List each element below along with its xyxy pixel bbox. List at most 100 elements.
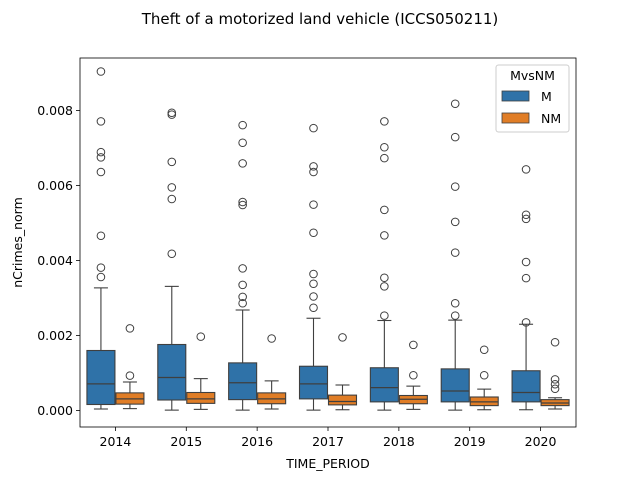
outlier-point xyxy=(309,162,318,171)
y-tick-label: 0.004 xyxy=(37,253,73,268)
outlier-point xyxy=(380,117,389,126)
outlier-point xyxy=(309,200,318,209)
outlier-point xyxy=(450,217,460,227)
outlier-point xyxy=(238,197,247,207)
outlier-point xyxy=(96,167,106,177)
outlier-point xyxy=(309,303,318,313)
box-m-2018 xyxy=(369,367,399,403)
outlier-point xyxy=(96,153,106,162)
outlier-point xyxy=(267,334,276,343)
x-tick-label: 2017 xyxy=(312,434,344,449)
outlier-point xyxy=(380,205,389,215)
outlier-point xyxy=(450,248,460,257)
legend-title: MvsNM xyxy=(510,68,555,83)
outlier-point xyxy=(380,231,389,240)
outlier-point xyxy=(96,147,106,157)
chart-title: Theft of a motorized land vehicle (ICCS0… xyxy=(141,10,499,28)
outlier-point xyxy=(380,282,389,291)
plot-area xyxy=(86,67,570,411)
outlier-point xyxy=(550,375,560,384)
legend-swatch-m xyxy=(501,90,530,102)
outlier-point xyxy=(238,159,247,168)
outlier-point xyxy=(238,120,247,130)
outlier-point xyxy=(309,269,318,279)
outlier-point xyxy=(479,345,489,355)
outlier-point xyxy=(309,228,318,238)
box-m-2019 xyxy=(440,368,470,403)
box-nm-2015 xyxy=(186,391,216,404)
legend-label-m: M xyxy=(541,89,552,104)
outlier-point xyxy=(238,200,247,210)
outlier-point xyxy=(167,110,177,119)
outlier-point xyxy=(521,318,531,327)
x-tick-label: 2018 xyxy=(383,434,415,449)
outlier-point xyxy=(167,194,177,204)
y-tick-label: 0.000 xyxy=(37,403,73,418)
y-axis: 0.000 0.002 0.004 0.006 0.008 xyxy=(37,103,80,418)
outlier-point xyxy=(450,99,460,109)
outlier-point xyxy=(380,273,389,283)
outlier-point xyxy=(125,371,135,380)
outlier-point xyxy=(521,273,531,283)
outlier-point xyxy=(309,123,318,133)
outlier-point xyxy=(238,298,247,308)
outlier-point xyxy=(125,324,135,333)
outlier-point xyxy=(238,292,247,302)
outlier-point xyxy=(338,333,347,342)
outlier-point xyxy=(309,167,318,177)
outlier-point xyxy=(167,108,177,118)
outlier-point xyxy=(521,214,531,224)
outlier-point xyxy=(238,280,247,290)
outlier-point xyxy=(309,292,318,301)
legend-swatch-nm xyxy=(501,112,530,124)
outlier-point xyxy=(167,183,177,192)
box-m-2016 xyxy=(228,362,258,401)
x-tick-label: 2020 xyxy=(525,434,557,449)
outlier-point xyxy=(450,311,460,320)
outlier-point xyxy=(96,231,106,241)
outlier-point xyxy=(96,272,106,282)
box-m-2020 xyxy=(511,370,541,403)
y-tick-label: 0.008 xyxy=(37,103,73,118)
x-tick-label: 2014 xyxy=(100,434,132,449)
outlier-point xyxy=(96,117,106,126)
outlier-point xyxy=(238,138,247,148)
box-m-2015 xyxy=(157,343,187,401)
outlier-point xyxy=(409,340,418,350)
box-m-2014 xyxy=(86,349,116,406)
outlier-point xyxy=(521,165,531,174)
x-tick-label: 2016 xyxy=(241,434,273,449)
outlier-point xyxy=(550,379,560,389)
x-axis-label: TIME_PERIOD xyxy=(285,456,370,471)
y-tick-label: 0.002 xyxy=(37,328,73,343)
outlier-point xyxy=(550,384,560,394)
outlier-point xyxy=(196,332,206,341)
outlier-point xyxy=(450,298,460,308)
outlier-point xyxy=(450,182,460,191)
outlier-point xyxy=(521,257,531,267)
outlier-point xyxy=(238,264,247,273)
x-tick-label: 2015 xyxy=(170,434,202,449)
y-tick-label: 0.006 xyxy=(37,178,73,193)
outlier-point xyxy=(167,249,177,259)
outlier-point xyxy=(479,370,489,380)
outlier-point xyxy=(309,279,318,289)
outlier-point xyxy=(450,132,460,142)
legend-label-nm: NM xyxy=(541,111,561,126)
x-axis: 2014 2015 2016 2017 2018 2019 2020 xyxy=(100,427,557,449)
outlier-point xyxy=(380,142,389,152)
box-m-2017 xyxy=(298,365,329,400)
outlier-point xyxy=(96,263,106,272)
box-nm-2017 xyxy=(327,394,358,406)
outlier-point xyxy=(521,210,531,220)
outlier-point xyxy=(167,157,177,167)
outlier-point xyxy=(380,311,389,320)
x-tick-label: 2019 xyxy=(454,434,486,449)
outlier-point xyxy=(380,153,389,163)
legend: MvsNM M NM xyxy=(495,64,570,133)
outlier-point xyxy=(96,67,106,76)
outlier-point xyxy=(409,370,418,380)
outlier-point xyxy=(550,337,560,347)
y-axis-label: nCrimes_norm xyxy=(10,197,25,288)
